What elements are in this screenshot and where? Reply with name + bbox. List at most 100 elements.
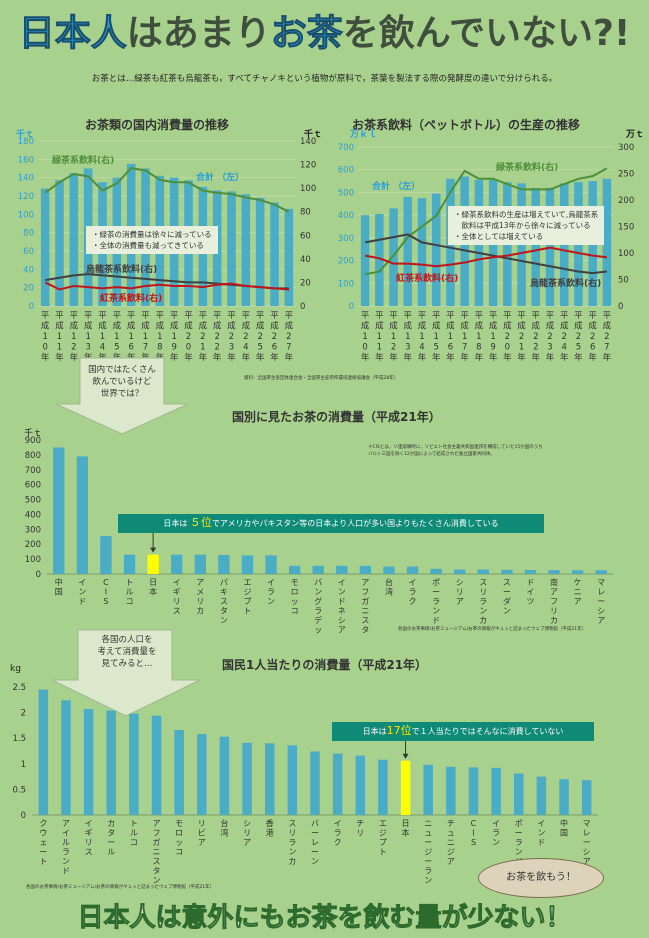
highlight-arrowhead [150,547,157,553]
bar [219,736,230,815]
bar [454,569,466,574]
bar [406,566,419,574]
bar [123,554,136,574]
x-tick-label: トルコ [130,819,138,847]
x-tick-label: チリ [356,819,364,838]
chart4-arrow-line1: 各国の人口を [101,635,153,645]
bar [375,214,384,306]
x-tick-label: 平成 1 1 年 [55,311,64,363]
bar [194,554,206,574]
x-tick-label: パキスタン [220,578,228,625]
y-tick-label: 0.5 [12,785,26,795]
speech-bubble: お茶を飲もう！ [478,858,604,898]
bar [227,191,236,306]
bar [581,780,592,815]
chart3-footnote-line2: バルト三国を除く12か国によって結成された独立国家共同体。 [368,452,495,457]
bar [284,208,294,306]
chart3-footnote: ＊CISとは，ソ連崩壊時に，ソビエト社会主義共和国連邦を構成していた15か国のう… [368,444,543,458]
left-tick-label: 600 [338,166,354,176]
bar [559,779,569,815]
x-tick-label: ポーランド [432,578,440,625]
right-tick-label: 250 [618,170,634,180]
x-tick-label: 平成 2 3 年 [227,311,236,363]
series-label: 緑茶系飲料(右) [52,154,114,166]
x-tick-label: イラク [334,819,342,847]
x-tick-label: 平成 2 7 年 [603,311,612,363]
chart1-left-unit: 千ｔ [16,130,35,140]
x-tick-label: アイルランド [62,819,70,876]
y-tick-label: 100 [25,555,41,565]
x-tick-label: 中国 [560,818,568,838]
series-line [364,167,608,276]
chart2-left-unit: 万ｋｌ [350,130,378,140]
chart4-banner-rank: 17位 [386,724,412,737]
bar [255,197,265,306]
left-tick-label: 400 [338,211,354,221]
y-tick-label: 1.5 [12,734,26,744]
bar [40,188,50,306]
x-tick-label: モロッコ [291,578,299,616]
y-tick-label: 500 [25,496,41,506]
y-tick-label: 800 [25,451,41,461]
series-label: 紅茶系飲料(右) [100,292,162,304]
x-tick-label: イラク [409,578,417,606]
x-tick-label: 平成 2 6 年 [270,311,279,363]
x-tick-label: バングラデッシュ [314,578,322,634]
left-tick-label: 160 [18,155,34,165]
y-tick-label: 900 [25,436,41,446]
chart1-title: お茶類の国内消費量の推移 [85,118,230,132]
bar [129,713,139,815]
bar [151,715,162,815]
x-tick-label: 日本 [402,819,410,838]
x-tick-label: 平成 2 1 年 [199,311,208,363]
left-tick-label: 180 [18,137,34,147]
bar [171,554,183,574]
bar [602,178,612,306]
chart3-banner: 日本は ５位でアメリカやパキスタン等の日本より人口が多い国よりもたくさん消費して… [118,514,544,533]
chart4-unit: kg [10,664,21,674]
chart1-callout-line1: ・緑茶の消費量は徐々に減っている [92,230,212,239]
bar [287,745,298,815]
y-tick-label: 400 [25,510,41,520]
chart3-arrow-shape [55,357,189,435]
bar [288,565,301,574]
chart2-title: お茶系飲料（ペットボトル）の生産の推移 [352,118,581,132]
x-tick-label: 平成 2 0 年 [184,311,193,363]
left-tick-label: 700 [338,143,354,153]
x-tick-label: 平成 1 0 年 [361,311,370,363]
x-tick-label: イラン [267,578,275,606]
bar [531,187,541,306]
x-tick-label: スリランカ [479,578,487,625]
x-tick-label: 平成 2 2 年 [532,311,541,363]
bar [265,555,277,574]
chart4-arrow-shape [51,629,201,717]
series-line [44,281,289,291]
x-tick-label: ニュージーランド [424,819,432,886]
bar [218,554,230,574]
y-tick-label: 700 [25,466,41,476]
chart2-callout: ・緑茶系飲料の生産は増えていて,烏龍茶系 飲料は平成13年から徐々に減っている … [448,206,605,245]
x-tick-label: 日本 [149,578,157,597]
right-tick-label: 0 [300,302,305,312]
y-tick-label: 2 [21,709,26,719]
bar [336,565,348,574]
bar [514,773,524,815]
x-tick-label: 平成 1 1 年 [375,311,384,363]
x-tick-label: 平成 2 5 年 [256,311,265,363]
title-part-4: を飲んでいない?! [342,13,631,54]
x-tick-label: 平成 1 0 年 [41,311,50,363]
x-tick-label: イギリス [173,578,181,616]
right-tick-label: 0 [618,302,623,312]
bar [241,555,254,574]
x-tick-label: クウェート [39,819,47,866]
x-tick-label: イラン [492,819,500,847]
x-tick-label: 南アフリカ [550,577,558,625]
chart1-callout: ・緑茶の消費量は徐々に減っている ・全体の消費量も減ってきている [86,226,218,254]
series-line [364,233,607,275]
